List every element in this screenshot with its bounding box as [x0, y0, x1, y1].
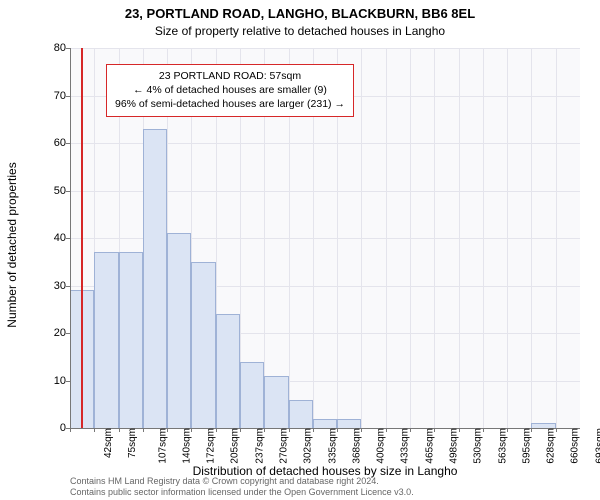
x-tick-mark: [264, 428, 265, 432]
chart-subtitle: Size of property relative to detached ho…: [0, 24, 600, 38]
x-tick-label: 400sqm: [376, 428, 387, 464]
x-tick-label: 42sqm: [103, 428, 114, 458]
y-tick-mark: [66, 333, 70, 334]
gridline-h: [70, 48, 580, 49]
gridline-v: [361, 48, 362, 428]
reference-line: [81, 48, 83, 428]
footer-attribution: Contains HM Land Registry data © Crown c…: [70, 476, 590, 499]
x-tick-label: 433sqm: [400, 428, 411, 464]
histogram-bar: [167, 233, 191, 428]
x-tick-mark: [410, 428, 411, 432]
y-tick-mark: [66, 96, 70, 97]
x-tick-mark: [289, 428, 290, 432]
y-tick-label: 60: [6, 137, 66, 149]
x-tick-label: 335sqm: [327, 428, 338, 464]
gridline-v: [556, 48, 557, 428]
histogram-bar: [337, 419, 361, 429]
x-tick-mark: [70, 428, 71, 432]
x-tick-label: 140sqm: [181, 428, 192, 464]
gridline-v: [483, 48, 484, 428]
x-tick-label: 563sqm: [497, 428, 508, 464]
histogram-bar: [240, 362, 264, 429]
x-tick-label: 660sqm: [570, 428, 581, 464]
x-tick-mark: [216, 428, 217, 432]
y-tick-mark: [66, 48, 70, 49]
x-tick-mark: [386, 428, 387, 432]
y-tick-label: 70: [6, 90, 66, 102]
x-tick-mark: [434, 428, 435, 432]
gridline-v: [531, 48, 532, 428]
annotation-line: ← 4% of detached houses are smaller (9): [115, 83, 345, 97]
y-tick-mark: [66, 381, 70, 382]
y-tick-label: 50: [6, 185, 66, 197]
histogram-bar: [264, 376, 288, 428]
annotation-line: 23 PORTLAND ROAD: 57sqm: [115, 69, 345, 83]
y-tick-label: 80: [6, 42, 66, 54]
x-tick-mark: [167, 428, 168, 432]
x-tick-label: 595sqm: [521, 428, 532, 464]
x-tick-mark: [119, 428, 120, 432]
x-tick-label: 628sqm: [546, 428, 557, 464]
gridline-v: [459, 48, 460, 428]
y-tick-label: 10: [6, 375, 66, 387]
x-tick-mark: [507, 428, 508, 432]
x-tick-label: 172sqm: [206, 428, 217, 464]
histogram-bar: [119, 252, 143, 428]
gridline-v: [507, 48, 508, 428]
x-tick-mark: [143, 428, 144, 432]
x-tick-mark: [556, 428, 557, 432]
y-tick-label: 40: [6, 232, 66, 244]
x-tick-mark: [361, 428, 362, 432]
x-tick-mark: [240, 428, 241, 432]
x-tick-label: 498sqm: [449, 428, 460, 464]
x-tick-label: 368sqm: [351, 428, 362, 464]
gridline-v: [386, 48, 387, 428]
x-tick-label: 75sqm: [127, 428, 138, 458]
plot-area: 23 PORTLAND ROAD: 57sqm← 4% of detached …: [70, 48, 580, 428]
gridline-v: [434, 48, 435, 428]
x-tick-mark: [459, 428, 460, 432]
histogram-chart: 23, PORTLAND ROAD, LANGHO, BLACKBURN, BB…: [0, 0, 600, 500]
y-tick-label: 30: [6, 280, 66, 292]
x-tick-label: 237sqm: [254, 428, 265, 464]
x-tick-mark: [94, 428, 95, 432]
x-tick-label: 205sqm: [230, 428, 241, 464]
y-tick-mark: [66, 238, 70, 239]
x-tick-label: 693sqm: [594, 428, 600, 464]
footer-line-1: Contains HM Land Registry data © Crown c…: [70, 476, 590, 487]
x-tick-label: 107sqm: [157, 428, 168, 464]
annotation-line: 96% of semi-detached houses are larger (…: [115, 97, 345, 111]
x-tick-label: 465sqm: [424, 428, 435, 464]
x-tick-label: 530sqm: [473, 428, 484, 464]
x-tick-mark: [313, 428, 314, 432]
x-tick-mark: [337, 428, 338, 432]
gridline-v: [410, 48, 411, 428]
y-tick-mark: [66, 143, 70, 144]
x-tick-mark: [483, 428, 484, 432]
x-tick-label: 302sqm: [303, 428, 314, 464]
y-tick-label: 20: [6, 327, 66, 339]
x-tick-mark: [191, 428, 192, 432]
x-tick-label: 270sqm: [279, 428, 290, 464]
y-tick-label: 0: [6, 422, 66, 434]
annotation-box: 23 PORTLAND ROAD: 57sqm← 4% of detached …: [106, 64, 354, 117]
histogram-bar: [216, 314, 240, 428]
y-axis-line: [70, 48, 71, 428]
histogram-bar: [289, 400, 313, 429]
y-tick-mark: [66, 191, 70, 192]
footer-line-2: Contains public sector information licen…: [70, 487, 590, 498]
histogram-bar: [143, 129, 167, 428]
y-tick-mark: [66, 286, 70, 287]
histogram-bar: [191, 262, 215, 428]
x-tick-mark: [531, 428, 532, 432]
histogram-bar: [313, 419, 337, 429]
histogram-bar: [94, 252, 118, 428]
chart-title: 23, PORTLAND ROAD, LANGHO, BLACKBURN, BB…: [0, 6, 600, 21]
